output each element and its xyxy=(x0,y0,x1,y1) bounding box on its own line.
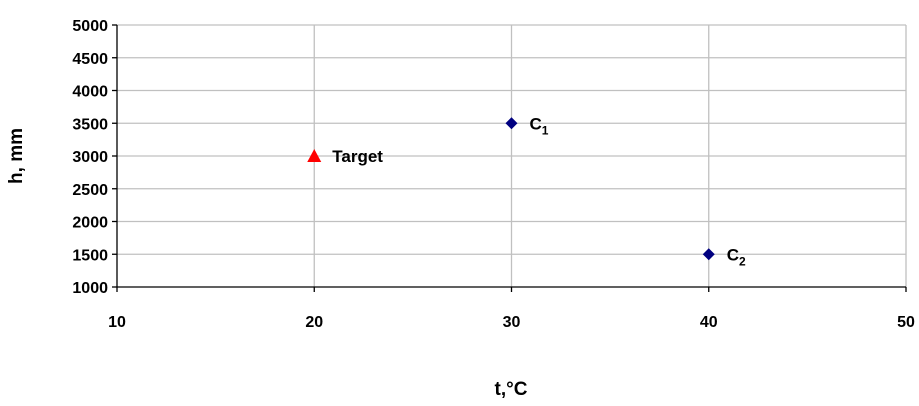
point-label: Target xyxy=(332,147,383,166)
x-tick-label: 50 xyxy=(897,314,915,331)
y-tick-label: 2500 xyxy=(72,182,108,199)
point-label: C1 xyxy=(530,114,549,137)
point-label-subscript: 1 xyxy=(542,123,549,137)
point-label-text: C xyxy=(727,245,739,264)
y-tick-label: 2000 xyxy=(72,215,108,232)
y-axis-title: h, mm xyxy=(6,128,27,184)
point-label-text: Target xyxy=(332,147,383,166)
point-label-subscript: 2 xyxy=(739,254,746,268)
y-tick-label: 4000 xyxy=(72,84,108,101)
data-point-marker xyxy=(505,117,518,130)
x-tick-label: 30 xyxy=(503,314,521,331)
x-tick-label: 20 xyxy=(305,314,323,331)
y-tick-label: 3500 xyxy=(72,116,108,133)
point-label: C2 xyxy=(727,245,746,268)
y-tick-label: 5000 xyxy=(72,18,108,35)
y-tick-label: 1000 xyxy=(72,280,108,297)
x-axis-title: t,°C xyxy=(495,379,528,400)
x-tick-label: 10 xyxy=(108,314,126,331)
y-tick-label: 3000 xyxy=(72,149,108,166)
x-tick-label: 40 xyxy=(700,314,718,331)
data-point-marker xyxy=(702,248,715,261)
grid xyxy=(117,24,907,287)
y-tick-label: 4500 xyxy=(72,51,108,68)
target-point-marker xyxy=(307,149,322,162)
point-label-text: C xyxy=(530,114,542,133)
y-tick-label: 1500 xyxy=(72,247,108,264)
tick-labels: 1000 1500 2000 2500 3000 3500 4000 4500 5000 10 20… xyxy=(72,18,915,331)
